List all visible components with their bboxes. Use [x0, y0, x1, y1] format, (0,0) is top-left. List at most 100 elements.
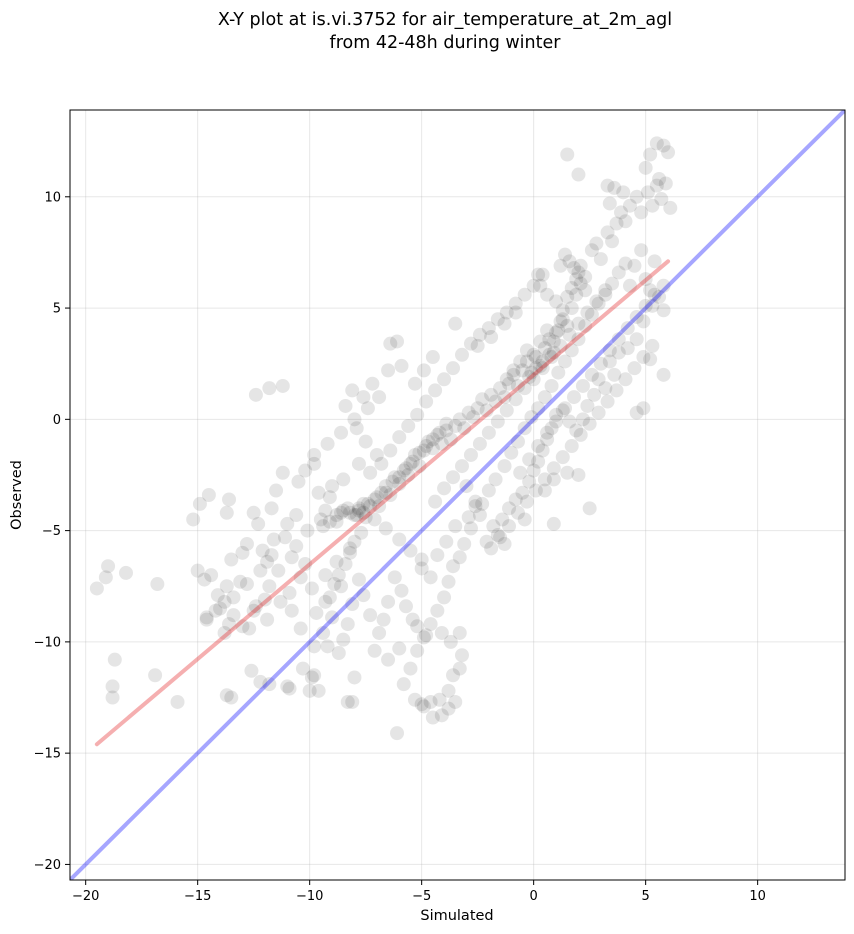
data-point — [222, 492, 237, 507]
data-point — [269, 483, 284, 498]
data-point — [611, 332, 626, 347]
data-point — [589, 236, 604, 251]
data-point — [298, 556, 313, 571]
data-point — [383, 443, 398, 458]
data-point — [497, 459, 512, 474]
data-point — [419, 628, 434, 643]
data-point — [593, 252, 608, 267]
data-point — [616, 185, 631, 200]
data-point — [262, 579, 277, 594]
data-point — [354, 525, 369, 540]
data-point — [636, 350, 651, 365]
data-point — [600, 178, 615, 193]
data-point — [363, 608, 378, 623]
data-point — [566, 390, 581, 405]
data-point — [629, 309, 644, 324]
data-point — [540, 425, 555, 440]
data-point — [598, 287, 613, 302]
data-point — [591, 405, 606, 420]
data-point — [643, 283, 658, 298]
data-point — [504, 445, 519, 460]
data-point — [472, 508, 487, 523]
data-point — [558, 354, 573, 369]
data-point — [627, 361, 642, 376]
data-point — [407, 692, 422, 707]
data-point — [338, 556, 353, 571]
data-point — [239, 577, 254, 592]
data-point — [513, 465, 528, 480]
data-point — [654, 192, 669, 207]
data-point — [555, 303, 570, 318]
data-point — [253, 674, 268, 689]
data-point — [385, 474, 400, 489]
data-point — [416, 699, 431, 714]
data-point — [190, 563, 205, 578]
data-point — [443, 634, 458, 649]
data-point — [257, 592, 272, 607]
data-point — [224, 552, 239, 567]
data-point — [522, 452, 537, 467]
y-tick-label: −5 — [42, 524, 61, 539]
data-point — [663, 200, 678, 215]
data-point — [580, 305, 595, 320]
data-points — [89, 136, 678, 741]
data-point — [573, 427, 588, 442]
y-axis-ticks: −20 −15 −10 −5 0 5 10 — [34, 190, 70, 873]
data-point — [578, 283, 593, 298]
data-point — [334, 505, 349, 520]
data-point — [403, 543, 418, 558]
data-point — [468, 494, 483, 509]
data-point — [535, 443, 550, 458]
data-point — [291, 474, 306, 489]
data-point — [602, 343, 617, 358]
data-point — [629, 405, 644, 420]
data-point — [607, 367, 622, 382]
data-point — [546, 461, 561, 476]
data-point — [446, 559, 461, 574]
y-tick-label: 0 — [53, 413, 61, 428]
data-point — [300, 523, 315, 538]
data-point — [219, 505, 234, 520]
data-point — [569, 272, 584, 287]
data-point — [318, 503, 333, 518]
data-point — [219, 579, 234, 594]
data-point — [320, 639, 335, 654]
data-point — [105, 679, 120, 694]
data-point — [475, 392, 490, 407]
data-point — [510, 434, 525, 449]
data-point — [192, 496, 207, 511]
data-point — [378, 521, 393, 536]
data-point — [546, 345, 561, 360]
data-point — [405, 612, 420, 627]
data-point — [528, 350, 543, 365]
data-point — [405, 454, 420, 469]
data-point — [329, 508, 344, 523]
data-point — [410, 407, 425, 422]
data-point — [555, 450, 570, 465]
data-point — [329, 514, 344, 529]
data-point — [546, 472, 561, 487]
data-point — [452, 625, 467, 640]
data-point — [564, 301, 579, 316]
data-point — [620, 341, 635, 356]
data-point — [618, 256, 633, 271]
data-point — [560, 465, 575, 480]
data-point — [412, 459, 427, 474]
data-point — [347, 534, 362, 549]
data-point — [282, 585, 297, 600]
data-point — [441, 683, 456, 698]
data-point — [414, 561, 429, 576]
data-point — [605, 276, 620, 291]
y-tick-label: 10 — [44, 190, 61, 205]
data-point — [356, 496, 371, 511]
data-point — [304, 670, 319, 685]
data-point — [598, 381, 613, 396]
data-point — [334, 425, 349, 440]
data-point — [584, 307, 599, 322]
data-point — [573, 276, 588, 291]
data-point — [392, 476, 407, 491]
data-point — [414, 697, 429, 712]
data-point — [605, 234, 620, 249]
data-point — [374, 485, 389, 500]
data-point — [472, 436, 487, 451]
